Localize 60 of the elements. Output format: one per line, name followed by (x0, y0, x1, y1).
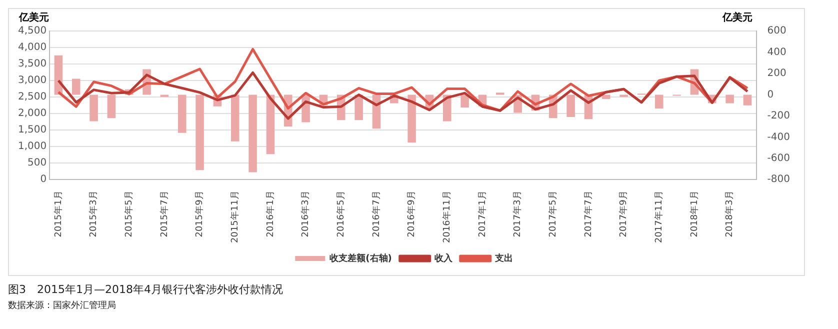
y-tick-label: 1,500 (18, 124, 47, 136)
x-tick-label: 2017年5月 (547, 190, 558, 238)
y2-tick-label: -400 (767, 132, 790, 143)
y-tick-label: 4,000 (18, 42, 47, 54)
legend-label: 收入 (434, 252, 454, 264)
x-tick-label: 2017年9月 (618, 190, 630, 238)
bar (266, 94, 275, 154)
y2-tick-label: 400 (767, 46, 786, 58)
x-tick-label: 2017年3月 (512, 190, 524, 238)
y2-tick-label: -800 (767, 174, 790, 186)
bar (408, 94, 416, 142)
x-tick-label: 2018年1月 (688, 190, 700, 238)
x-tick-label: 2017年7月 (582, 190, 594, 238)
y-tick-label: 1,000 (18, 141, 47, 152)
y2-tick-label: 0 (767, 89, 774, 100)
bar (726, 94, 734, 104)
x-tick-label: 2015年1月 (52, 190, 64, 238)
x-tick-label: 2015年11月 (229, 190, 240, 244)
x-tick-label: 2017年11月 (653, 190, 664, 244)
x-tick-label: 2017年1月 (476, 190, 488, 238)
y-tick-label: 3,000 (18, 75, 47, 86)
y-tick-label: 500 (28, 158, 47, 169)
bar (602, 94, 610, 99)
x-tick-label: 2015年7月 (158, 190, 170, 238)
x-tick-label: 2016年1月 (264, 190, 276, 238)
y-tick-label: 0 (40, 174, 47, 186)
bar (566, 94, 575, 117)
legend-label: 收支差额(右轴) (330, 252, 392, 264)
bar (196, 94, 204, 170)
x-tick-label: 2015年5月 (123, 190, 134, 238)
y2-tick-label: -200 (767, 110, 790, 122)
legend-label: 支出 (494, 252, 513, 264)
bar (178, 94, 186, 133)
bar (655, 94, 664, 109)
bar (231, 94, 240, 142)
source-note: 数据来源：国家外汇管理局 (8, 300, 117, 312)
x-tick-label: 2016年7月 (370, 190, 382, 238)
x-tick-label: 2015年3月 (88, 190, 100, 238)
bar (460, 94, 469, 108)
x-tick-label: 2016年11月 (441, 190, 452, 244)
bar (107, 94, 116, 118)
x-tick-label: 2018年3月 (724, 190, 736, 238)
y-tick-label: 3,500 (18, 58, 47, 70)
x-tick-label: 2016年5月 (335, 190, 346, 238)
bar (743, 94, 752, 106)
bar (72, 78, 80, 95)
y-tick-label: 2,500 (18, 92, 47, 103)
y2-tick-label: 600 (767, 26, 786, 37)
y-tick-label: 4,500 (18, 26, 47, 37)
y-tick-label: 2,000 (18, 108, 47, 120)
x-tick-label: 2015年9月 (194, 190, 206, 238)
x-tick-label: 2016年9月 (406, 190, 418, 238)
y2-axis-title: 亿美元 (721, 12, 752, 24)
y2-tick-label: 200 (767, 68, 786, 80)
text: 图3 2015年1月—2018年4月银行代客涉外收付款情况 (8, 282, 284, 297)
x-tick-label: 2016年3月 (300, 190, 312, 238)
y2-tick-label: -600 (767, 153, 790, 164)
bar (248, 94, 257, 172)
bar (90, 94, 98, 122)
y-axis-title: 亿美元 (18, 12, 49, 24)
